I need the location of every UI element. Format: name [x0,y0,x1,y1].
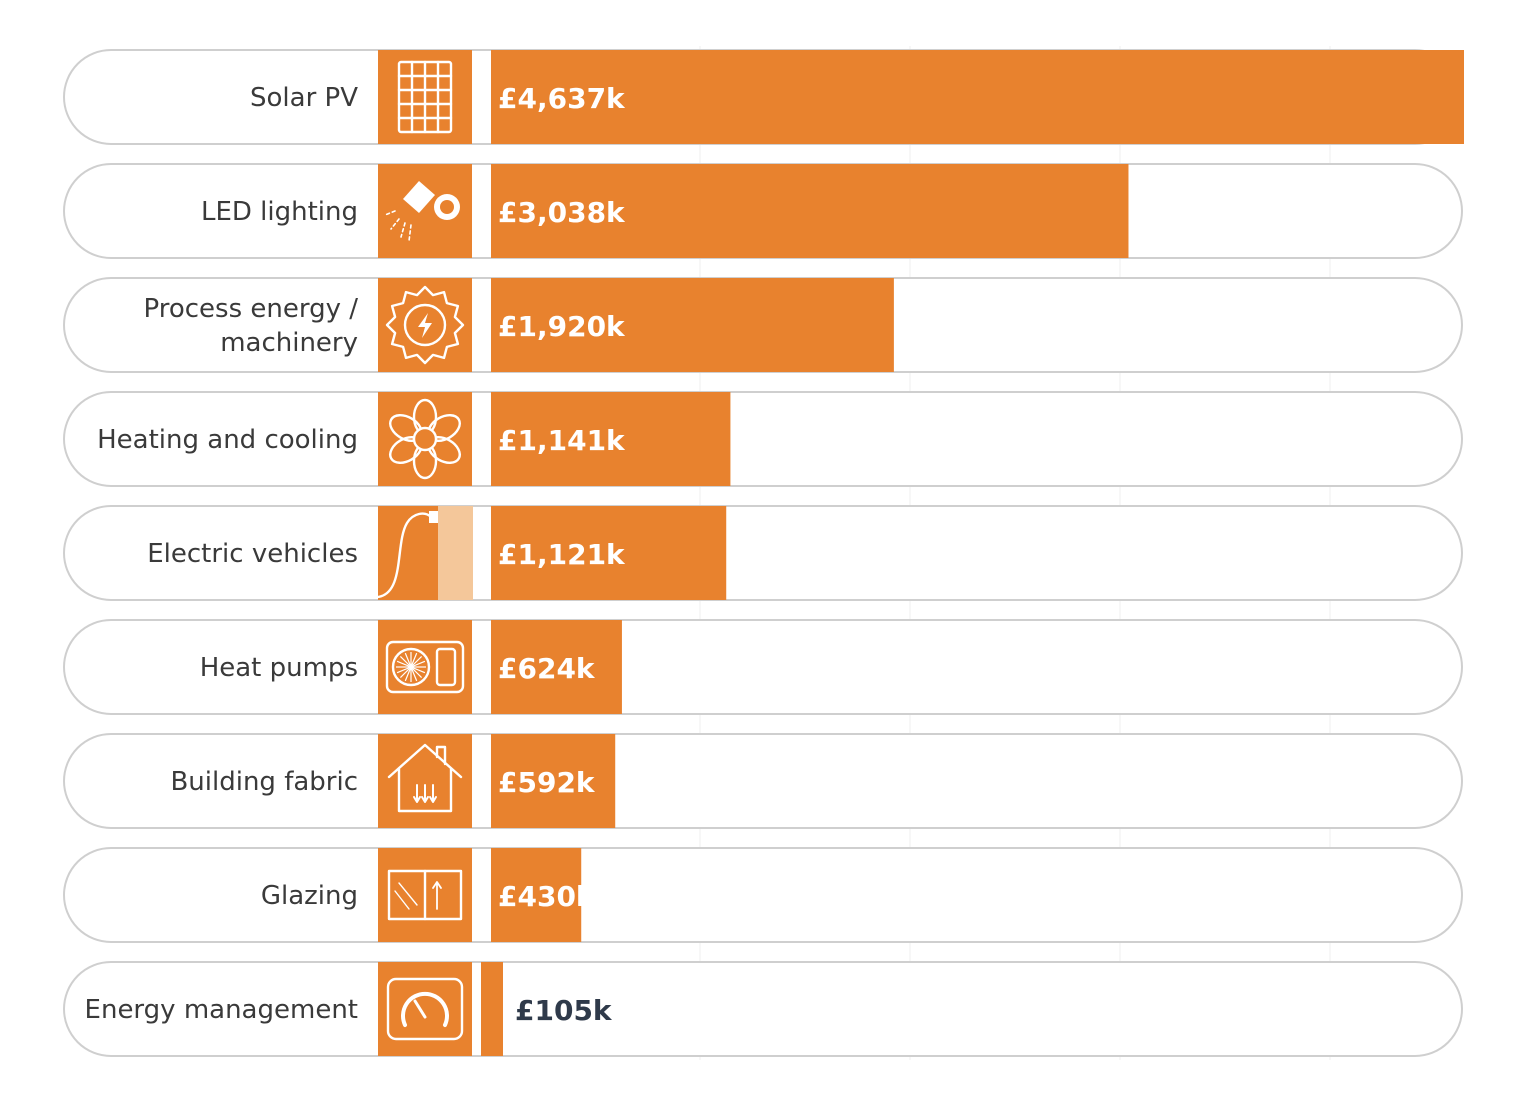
fan-icon [389,398,461,480]
value-label: £1,141k [498,424,626,457]
category-label: LED lighting [201,197,358,227]
house-insulation-icon [387,743,463,813]
value-label: £4,637k [498,82,626,115]
category-label: Electric vehicles [147,539,358,569]
bar-row: Process energy / machinery £1,920k [63,277,1463,373]
gauge-icon [386,977,464,1041]
heat-pump-icon [385,640,465,694]
category-label: machinery [220,328,358,358]
bar [491,50,1464,144]
bar [491,164,1129,258]
ev-charger-icon [376,506,473,600]
category-label: Heat pumps [200,653,358,683]
value-label: £592k [498,766,596,799]
window-icon [387,869,463,921]
category-label: Glazing [261,881,358,911]
category-label: Process energy / [143,294,358,324]
solar-panel-icon [397,60,453,134]
category-label: Energy management [85,995,358,1025]
bar-row: Glazing £430k [63,847,1463,943]
value-label: £105k [515,994,613,1027]
category-label: Solar PV [250,83,358,113]
bar-row: Solar PV £4,637k [63,49,1464,145]
bar-row: Heating and cooling £1,141k [63,391,1463,487]
category-label: Building fabric [170,767,358,797]
bar [491,506,727,600]
bar [491,620,622,714]
bar [491,278,894,372]
value-label: £624k [498,652,596,685]
spotlight-icon [384,181,460,242]
value-label: £430k [498,880,596,913]
bar-row: Building fabric £592k [63,733,1463,829]
bar [491,734,616,828]
bar [491,848,582,942]
bar-row: LED lighting £3,038k [63,163,1463,259]
value-label: £3,038k [498,196,626,229]
icon-box [378,734,472,828]
gear-lightning-icon [385,285,465,365]
bar-row: Heat pumps £624k [63,619,1463,715]
value-label: £1,920k [498,310,626,343]
bar [491,392,731,486]
bar-row: Energy management £105k [63,961,1463,1057]
icon-box [378,962,472,1056]
bar-row: Electric vehicles £1,121k [63,505,1463,601]
bar [481,962,503,1056]
category-label: Heating and cooling [97,425,358,455]
value-label: £1,121k [498,538,626,571]
